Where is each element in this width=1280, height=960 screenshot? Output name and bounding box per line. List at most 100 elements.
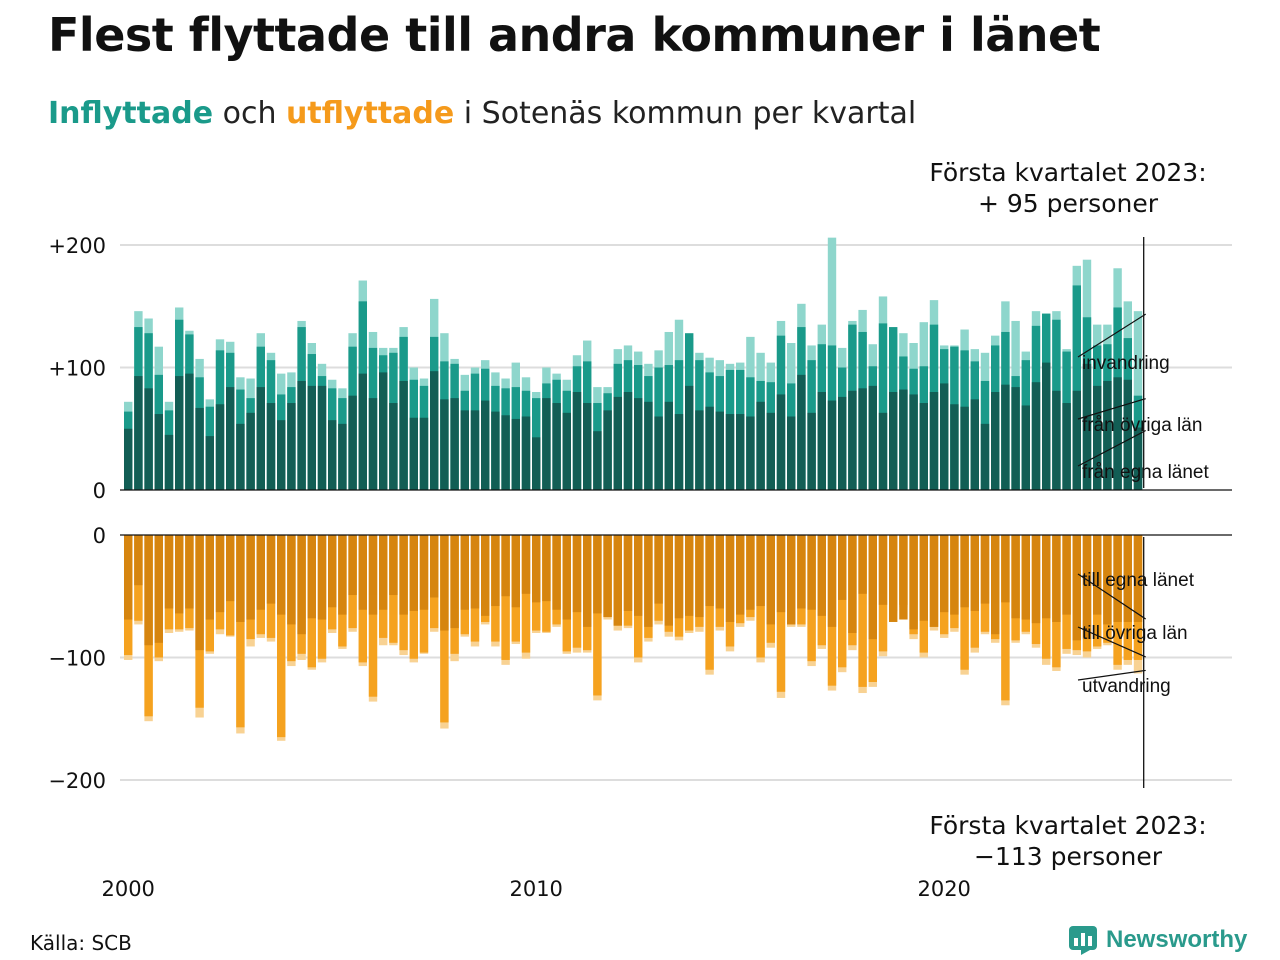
bar-out-1 [450, 535, 459, 629]
bar-out-1 [409, 535, 418, 611]
bar-out-1 [154, 535, 163, 643]
series-label-out: till egna länet [1082, 570, 1195, 591]
subtitle-och: och [213, 96, 286, 131]
bar-in-1 [980, 423, 990, 490]
annotation-bottom-line2: −113 personer [974, 842, 1162, 871]
bar-out-1 [929, 535, 939, 627]
bar-in-1 [134, 376, 143, 490]
bar-in-1 [246, 412, 255, 490]
bar-out-1 [470, 535, 480, 609]
bar-out-1 [134, 535, 143, 586]
y-tick-label: −100 [48, 647, 106, 671]
bar-out-1 [1011, 535, 1020, 619]
bar-out-1 [226, 535, 235, 602]
bar-in-1 [266, 403, 276, 490]
bar-out-1 [878, 535, 888, 605]
x-tick-label: 2020 [917, 877, 970, 901]
bar-out-1 [1001, 535, 1010, 603]
bar-in-1 [430, 371, 439, 490]
bar-out-1 [613, 535, 622, 626]
bar-out-1 [440, 535, 449, 631]
bar-out-1 [603, 535, 612, 618]
bar-out-1 [1031, 535, 1041, 624]
bar-out-1 [899, 535, 908, 620]
bar-out-1 [807, 535, 816, 610]
label-leader [1077, 573, 1147, 620]
bar-out-1 [144, 535, 153, 646]
y-tick-label: 0 [93, 524, 106, 548]
x-axis-ticks: 2000 2010 2020 [101, 877, 970, 901]
bar-out-1 [909, 535, 918, 630]
bar-out-1 [501, 535, 510, 597]
bar-out-1 [705, 535, 714, 607]
bar-in-1 [1011, 387, 1020, 490]
inflyttade-bars [124, 237, 1143, 490]
bar-out-1 [185, 535, 194, 609]
bar-in-1 [583, 403, 592, 490]
x-tick-label: 2000 [101, 877, 154, 901]
bar-out-1 [215, 535, 225, 613]
bar-out-1 [848, 535, 857, 633]
bar-in-1 [368, 398, 378, 490]
bar-out-1 [552, 535, 561, 610]
bar-out-1 [236, 535, 245, 622]
bar-in-1 [960, 406, 969, 490]
bar-in-1 [644, 401, 653, 490]
bar-out-1 [511, 535, 520, 608]
bar-in-1 [328, 420, 337, 490]
bar-in-1 [776, 394, 786, 490]
bar-in-1 [481, 400, 490, 490]
bar-out-1 [460, 535, 469, 610]
bar-out-1 [317, 535, 327, 620]
bar-in-1 [807, 412, 816, 490]
bar-in-1 [185, 373, 194, 490]
bar-in-1 [460, 410, 469, 490]
bar-in-1 [297, 380, 306, 490]
bar-out-1 [970, 535, 979, 611]
bar-out-1 [685, 535, 694, 616]
bar-out-2 [838, 535, 847, 668]
subtitle-inflyttade: Inflyttade [48, 96, 214, 131]
bar-in-1 [1113, 377, 1122, 490]
bar-out-1 [297, 535, 306, 635]
bar-out-1 [644, 535, 653, 627]
bar-out-1 [991, 535, 1000, 635]
bar-in-1 [317, 385, 327, 490]
bar-in-1 [542, 398, 551, 490]
bar-out-1 [1062, 535, 1071, 615]
bar-out-1 [338, 535, 347, 615]
bar-in-1 [501, 415, 510, 490]
series-label-out: till övriga län [1082, 623, 1188, 644]
newsworthy-logo[interactable]: Newsworthy [1068, 925, 1247, 955]
label-leader [1077, 626, 1146, 658]
bar-out-1 [542, 535, 551, 602]
bar-in-1 [909, 394, 918, 490]
bar-in-1 [970, 399, 979, 490]
series-label-in: invandring [1082, 353, 1170, 374]
bar-out-1 [583, 535, 592, 627]
bar-in-1 [1093, 385, 1102, 490]
bar-out-2 [236, 535, 245, 728]
bar-in-1 [154, 414, 163, 490]
bar-in-1 [1021, 405, 1030, 490]
bar-out-1 [287, 535, 296, 625]
bar-out-1 [1093, 535, 1102, 615]
bar-out-1 [481, 535, 490, 616]
bar-in-1 [379, 372, 388, 490]
bar-out-1 [960, 535, 969, 608]
bar-out-1 [1123, 535, 1132, 622]
bar-in-2 [878, 323, 888, 490]
bar-in-1 [1052, 390, 1061, 490]
bar-in-1 [144, 388, 153, 490]
bar-out-1 [532, 535, 541, 603]
bar-in-1 [552, 403, 561, 490]
bar-out-1 [379, 535, 388, 610]
bar-out-2 [501, 535, 510, 660]
bar-in-1 [236, 423, 245, 490]
bar-out-1 [266, 535, 276, 604]
bar-in-1 [287, 403, 296, 490]
bar-in-1 [348, 395, 357, 490]
bar-in-1 [623, 392, 633, 490]
chart-subtitle: Inflyttade och utflyttade i Sotenäs komm… [48, 96, 916, 131]
